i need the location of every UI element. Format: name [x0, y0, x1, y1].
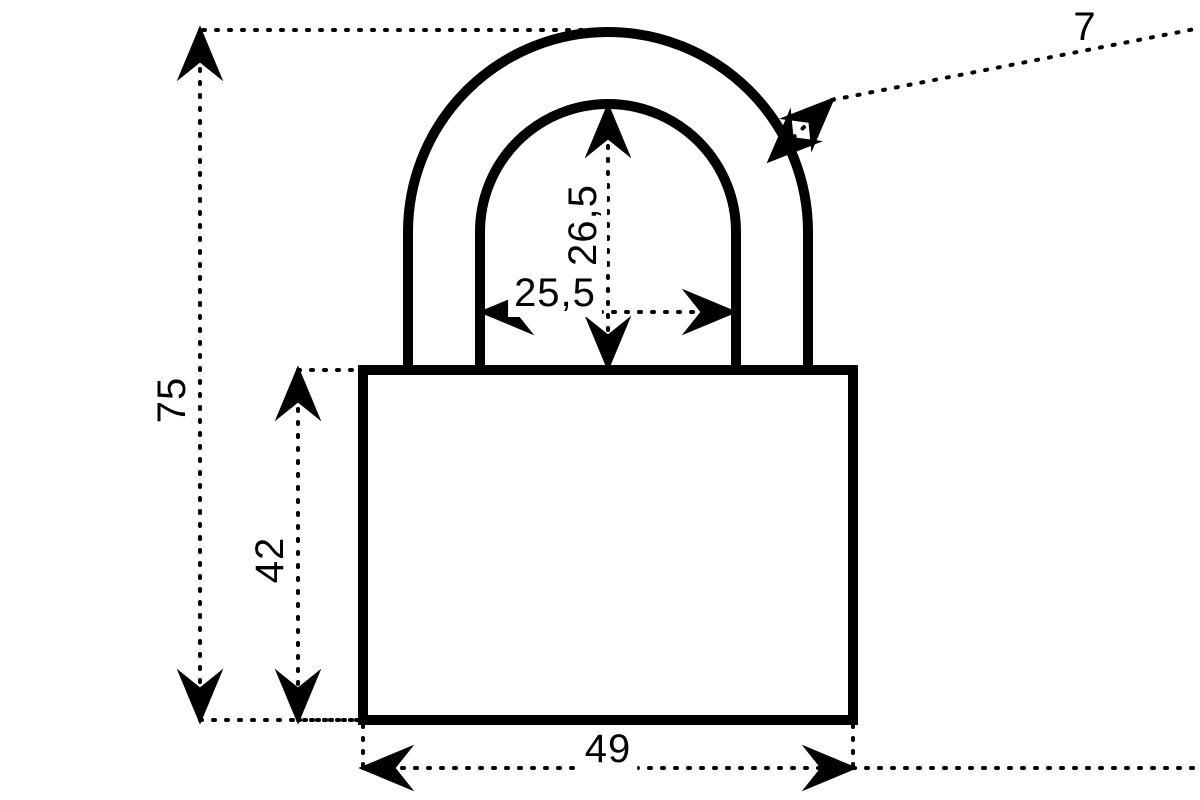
- label-shackle-inner-w: 25,5: [514, 271, 596, 315]
- label-shackle-inner-h: 26,5: [561, 184, 605, 266]
- dim-shackle-thick-leader: [832, 28, 1200, 100]
- padlock-body: [363, 370, 853, 720]
- label-body-height: 42: [248, 537, 292, 584]
- label-shackle-thick: 7: [1073, 5, 1096, 49]
- label-body-width: 49: [585, 727, 632, 771]
- padlock-dimension-diagram: 75 42 49 25,5 26,5 7: [0, 0, 1200, 800]
- dimension-labels: 75 42 49 25,5 26,5 7: [148, 5, 1097, 773]
- label-backings: [135, 383, 225, 425]
